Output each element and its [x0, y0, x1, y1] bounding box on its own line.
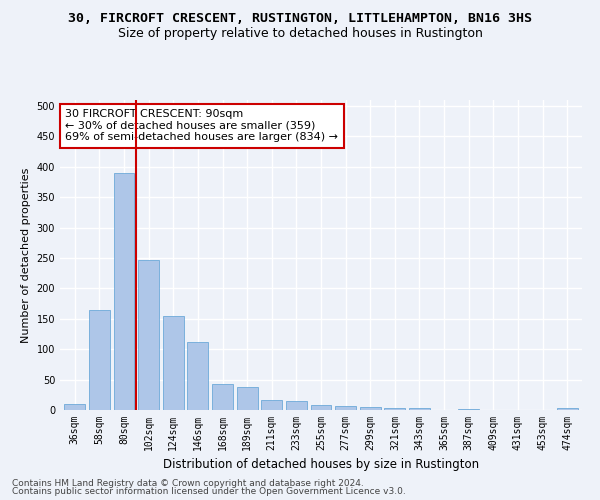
Text: Contains public sector information licensed under the Open Government Licence v3: Contains public sector information licen…: [12, 487, 406, 496]
Bar: [138, 260, 159, 410]
Bar: [163, 316, 184, 410]
Bar: [557, 408, 578, 410]
Bar: [236, 387, 257, 410]
Bar: [458, 409, 479, 410]
Text: 30 FIRCROFT CRESCENT: 90sqm
← 30% of detached houses are smaller (359)
69% of se: 30 FIRCROFT CRESCENT: 90sqm ← 30% of det…: [65, 110, 338, 142]
Bar: [212, 384, 233, 410]
Text: Contains HM Land Registry data © Crown copyright and database right 2024.: Contains HM Land Registry data © Crown c…: [12, 478, 364, 488]
Y-axis label: Number of detached properties: Number of detached properties: [21, 168, 31, 342]
Text: Size of property relative to detached houses in Rustington: Size of property relative to detached ho…: [118, 28, 482, 40]
Bar: [187, 342, 208, 410]
Bar: [113, 173, 134, 410]
X-axis label: Distribution of detached houses by size in Rustington: Distribution of detached houses by size …: [163, 458, 479, 471]
Bar: [89, 310, 110, 410]
Bar: [385, 408, 406, 410]
Bar: [311, 405, 331, 410]
Text: 30, FIRCROFT CRESCENT, RUSTINGTON, LITTLEHAMPTON, BN16 3HS: 30, FIRCROFT CRESCENT, RUSTINGTON, LITTL…: [68, 12, 532, 26]
Bar: [64, 404, 85, 410]
Bar: [360, 407, 381, 410]
Bar: [335, 406, 356, 410]
Bar: [261, 400, 282, 410]
Bar: [286, 402, 307, 410]
Bar: [409, 408, 430, 410]
